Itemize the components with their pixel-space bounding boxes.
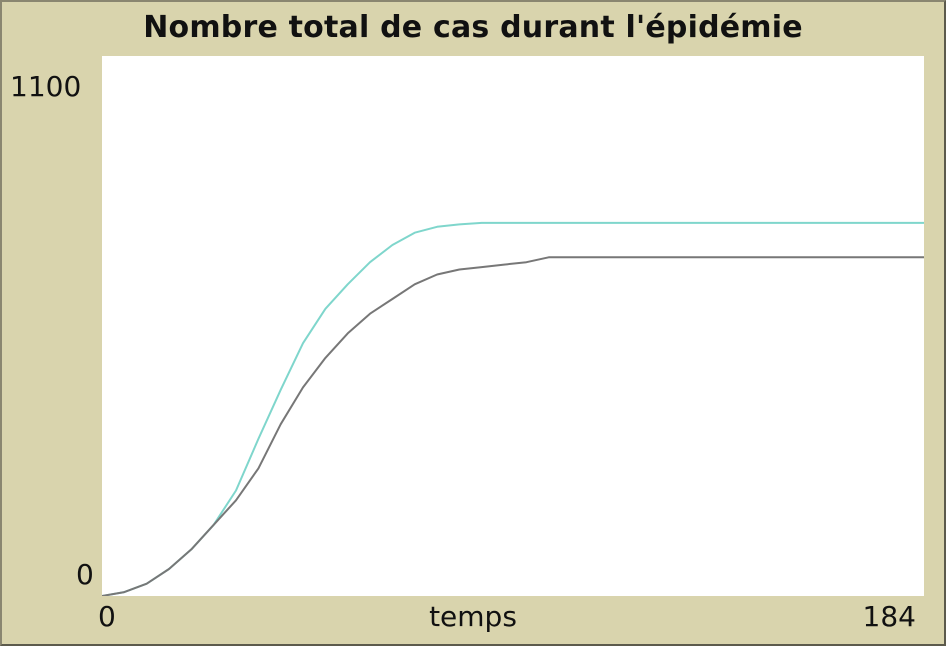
plot-svg: [102, 221, 924, 596]
plot-title: Nombre total de cas durant l'épidémie: [143, 10, 803, 45]
x-axis-min-label: 0: [98, 600, 116, 633]
plot-area: [102, 56, 924, 596]
y-axis-max-label: 1100: [10, 70, 82, 103]
x-axis-label: temps: [429, 600, 517, 633]
series-line-1: [102, 221, 924, 596]
x-axis-max-label: 184: [862, 600, 916, 633]
y-axis-min-label: 0: [76, 558, 94, 591]
series-line-2: [102, 256, 924, 596]
